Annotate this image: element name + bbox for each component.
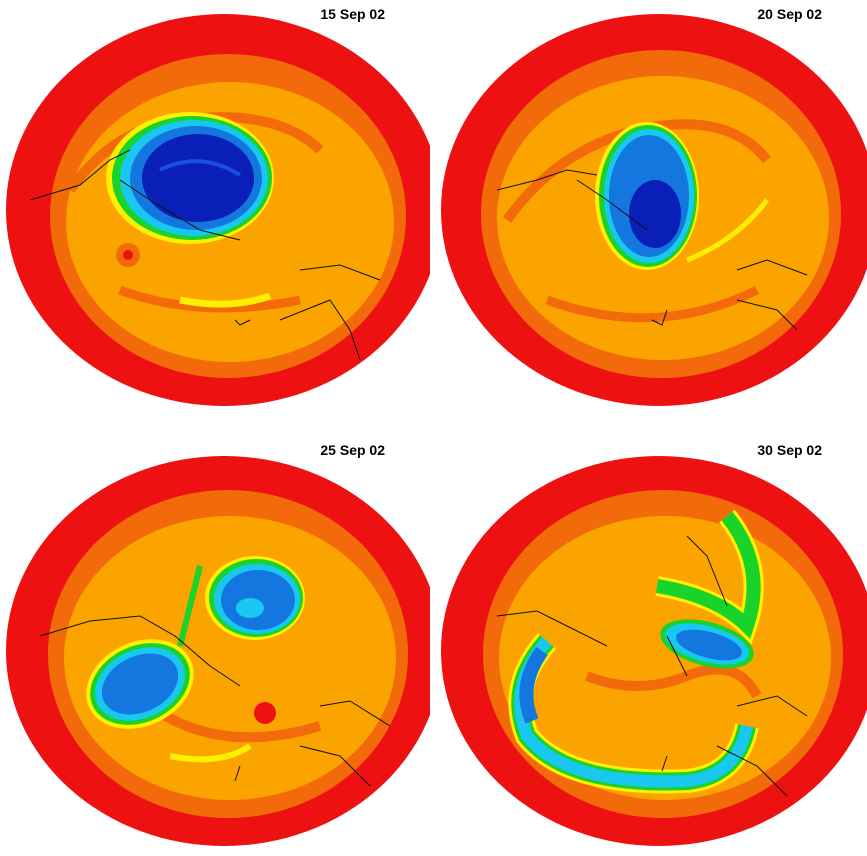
coastline [496,169,808,331]
vortex-blue [101,653,179,715]
yellow-streak [686,198,769,263]
vortex-filament [177,565,203,647]
coastline [496,535,808,797]
vortex-filament-green [655,511,761,639]
map-panel-25-sep: 25 Sep 02 [0,436,430,856]
polar-vortex-map [441,456,867,846]
map-panel-15-sep: 15 Sep 02 [0,0,430,420]
polar-vortex-map [441,14,867,406]
vortex-inner [236,598,264,618]
map-panel-20-sep: 20 Sep 02 [437,0,867,420]
vortex-blue [675,629,743,661]
swirl-eddy-core [123,250,133,260]
yellow-streak [169,743,252,763]
coastline [29,149,381,361]
swirl-band [545,285,760,323]
panel-date-label: 30 Sep 02 [757,442,822,458]
vortex-core [629,180,681,248]
panel-date-label: 20 Sep 02 [757,6,822,22]
panel-date-label: 25 Sep 02 [320,442,385,458]
vortex-filament-blue [519,646,548,724]
panel-date-label: 15 Sep 02 [320,6,385,22]
map-panel-30-sep: 30 Sep 02 [437,436,867,856]
polar-vortex-map [6,14,430,406]
swirl-band [118,285,301,313]
vortex-streak [159,159,242,177]
yellow-streak [179,292,272,308]
vortex-core [142,134,254,222]
swirl-eddy [254,702,276,724]
polar-vortex-map [6,456,430,846]
coastline [39,615,391,787]
